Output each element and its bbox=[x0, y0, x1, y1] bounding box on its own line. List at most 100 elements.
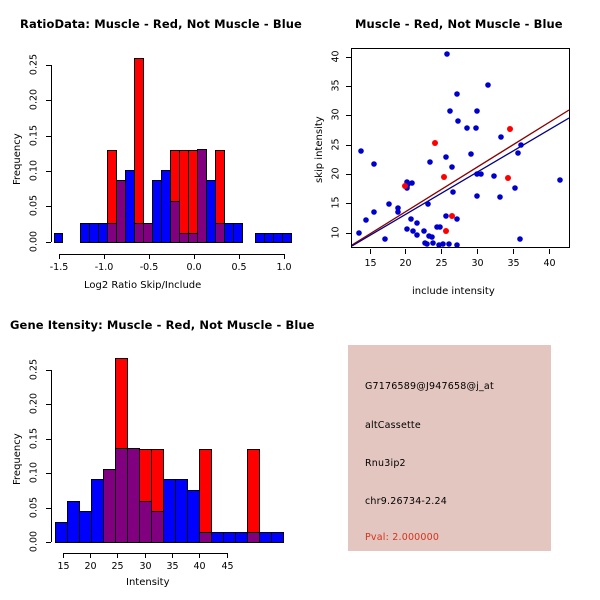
ratio-y-tick-label: 0.10 bbox=[28, 159, 40, 182]
ratio-y-tick bbox=[46, 136, 51, 137]
gene-intensity-ylabel: Frequency bbox=[12, 433, 23, 485]
scatter-y-tick-label: 10 bbox=[330, 226, 342, 239]
bar-blue bbox=[282, 233, 292, 243]
gene-y-axis bbox=[51, 370, 52, 542]
ratio-histogram-bars bbox=[54, 55, 292, 243]
ratio-y-tick bbox=[46, 171, 51, 172]
gene-y-tick-label: 0.15 bbox=[28, 427, 40, 450]
scatter-x-tick bbox=[477, 249, 478, 254]
gene-y-tick bbox=[46, 473, 51, 474]
ratio-x-tick bbox=[284, 254, 285, 259]
intensity-scatter-title: Muscle - Red, Not Muscle - Blue bbox=[355, 17, 563, 31]
ratio-y-tick-label: 0.15 bbox=[28, 124, 40, 147]
ratio-histogram-ylabel: Frequency bbox=[12, 133, 23, 185]
bar-purple bbox=[197, 149, 207, 243]
ratio-y-tick bbox=[46, 206, 51, 207]
scatter-x-tick bbox=[513, 249, 514, 254]
scatter-points-red bbox=[402, 126, 513, 234]
gene-x-tick bbox=[227, 553, 228, 558]
scatter-y-tick bbox=[346, 115, 351, 116]
gene-x-tick-label: 30 bbox=[139, 561, 152, 572]
bar-red bbox=[199, 449, 212, 543]
event-type-text: altCassette bbox=[365, 420, 421, 431]
gene-x-tick-label: 20 bbox=[84, 561, 97, 572]
ratio-y-tick-label: 0.05 bbox=[28, 194, 40, 217]
scatter-x-tick-label: 20 bbox=[399, 258, 412, 269]
bar-purple bbox=[247, 532, 260, 543]
gene-intensity-title: Gene Itensity: Muscle - Red, Not Muscle … bbox=[10, 318, 315, 332]
intensity-scatter-ylabel: skip intensity bbox=[314, 116, 325, 183]
bar-red bbox=[247, 449, 260, 543]
gene-x-tick bbox=[199, 553, 200, 558]
gene-y-tick bbox=[46, 439, 51, 440]
ratio-histogram-title: RatioData: Muscle - Red, Not Muscle - Bl… bbox=[20, 17, 302, 31]
gene-x-tick-label: 40 bbox=[193, 561, 206, 572]
gene-x-tick bbox=[117, 553, 118, 558]
gene-y-tick-label: 0.20 bbox=[28, 392, 40, 415]
ratio-x-tick-label: -1.5 bbox=[49, 262, 69, 273]
bar-purple bbox=[143, 223, 153, 243]
gene-intensity-panel: Gene Itensity: Muscle - Red, Not Muscle … bbox=[0, 310, 314, 600]
scatter-y-tick-label: 15 bbox=[330, 196, 342, 209]
scatter-y-tick bbox=[346, 233, 351, 234]
probeset-id-text: G7176589@J947658@j_at bbox=[365, 381, 494, 392]
ratio-x-axis bbox=[59, 254, 285, 255]
ratio-histogram-xlabel: Log2 Ratio Skip/Include bbox=[84, 280, 202, 291]
locus-text: chr9.26734-2.24 bbox=[365, 496, 448, 507]
scatter-y-tick-label: 20 bbox=[330, 167, 342, 180]
scatter-points-blue bbox=[356, 51, 563, 247]
ratio-x-tick-label: 0.0 bbox=[186, 262, 202, 273]
scatter-plot-area[interactable] bbox=[351, 48, 570, 248]
gene-y-tick bbox=[46, 404, 51, 405]
ratio-y-tick bbox=[46, 65, 51, 66]
scatter-canvas bbox=[352, 51, 569, 247]
scatter-y-tick-label: 40 bbox=[330, 50, 342, 63]
scatter-x-tick bbox=[370, 249, 371, 254]
bar-purple bbox=[215, 223, 225, 243]
gene-x-tick-label: 35 bbox=[166, 561, 179, 572]
ratio-x-tick-label: -0.5 bbox=[139, 262, 159, 273]
ratio-x-tick bbox=[149, 254, 150, 259]
gene-x-tick bbox=[63, 553, 64, 558]
gene-x-tick bbox=[172, 553, 173, 558]
bar-purple bbox=[199, 532, 212, 543]
gene-y-tick-label: 0.05 bbox=[28, 496, 40, 519]
scatter-x-tick-label: 25 bbox=[435, 258, 448, 269]
gene-y-tick-label: 0.25 bbox=[28, 358, 40, 381]
intensity-scatter-xlabel: include intensity bbox=[412, 286, 495, 297]
ratio-x-tick bbox=[239, 254, 240, 259]
gene-x-tick-label: 15 bbox=[57, 561, 70, 572]
muscle-fit-line bbox=[352, 109, 569, 246]
ratio-y-tick-label: 0.20 bbox=[28, 88, 40, 111]
scatter-x-tick-label: 30 bbox=[471, 258, 484, 269]
scatter-y-tick-label: 25 bbox=[330, 138, 342, 151]
gene-y-tick bbox=[46, 370, 51, 371]
gene-x-tick-label: 45 bbox=[221, 561, 234, 572]
ratio-y-tick-label: 0.00 bbox=[28, 230, 40, 253]
not-muscle-fit-line bbox=[352, 117, 569, 247]
scatter-y-tick-label: 35 bbox=[330, 79, 342, 92]
ratio-x-tick-label: 0.5 bbox=[231, 262, 247, 273]
gene-y-tick bbox=[46, 508, 51, 509]
ratio-y-tick bbox=[46, 100, 51, 101]
scatter-y-tick bbox=[346, 86, 351, 87]
pvalue-text: Pval: 2.000000 bbox=[365, 532, 440, 543]
gene-x-tick bbox=[145, 553, 146, 558]
ratio-y-tick-label: 0.25 bbox=[28, 53, 40, 76]
scatter-y-tick-label: 30 bbox=[330, 108, 342, 121]
probeset-info-panel: G7176589@J947658@j_at altCassette Rnu3ip… bbox=[348, 345, 551, 551]
scatter-x-tick bbox=[549, 249, 550, 254]
ratio-histogram-panel: RatioData: Muscle - Red, Not Muscle - Bl… bbox=[0, 0, 302, 300]
scatter-x-tick-label: 15 bbox=[364, 258, 377, 269]
scatter-y-tick bbox=[346, 203, 351, 204]
gene-intensity-xlabel: Intensity bbox=[126, 577, 170, 588]
intensity-scatter-panel: Muscle - Red, Not Muscle - Blue skip int… bbox=[300, 0, 600, 300]
scatter-y-tick bbox=[346, 174, 351, 175]
ratio-x-tick bbox=[104, 254, 105, 259]
ratio-x-tick bbox=[59, 254, 60, 259]
bar-blue bbox=[233, 223, 243, 243]
gene-y-tick bbox=[46, 542, 51, 543]
ratio-x-tick bbox=[194, 254, 195, 259]
gene-intensity-bars bbox=[55, 358, 285, 543]
ratio-y-axis bbox=[51, 65, 52, 242]
